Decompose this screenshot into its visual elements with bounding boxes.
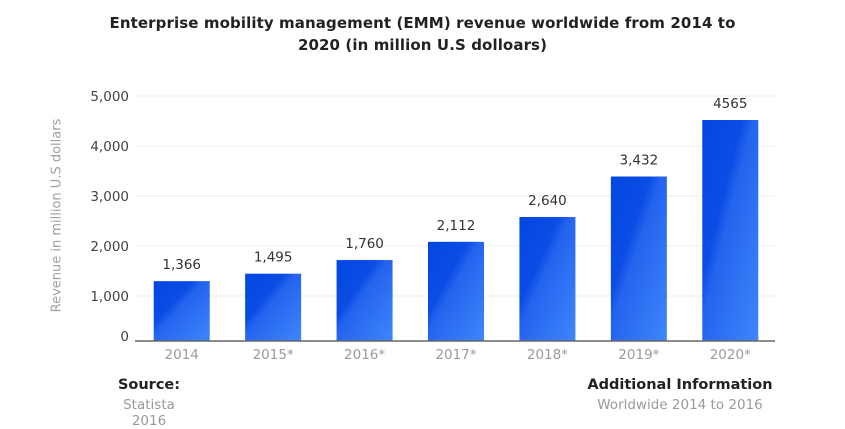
y-tick-label: 3,000 xyxy=(90,189,129,205)
bar-2015 xyxy=(245,273,302,341)
bar-2019 xyxy=(610,176,667,341)
chart-title: Enterprise mobility management (EMM) rev… xyxy=(0,12,845,56)
y-axis-ticks: 0 1,000 2,000 3,000 4,000 5,000 xyxy=(90,89,129,345)
bar-2020 xyxy=(702,120,759,341)
x-axis-ticks: 2014 2015* 2016* 2017* 2018* 2019* 2020* xyxy=(165,347,752,363)
value-labels: 1,366 1,495 1,760 2,112 2,640 3,432 4565 xyxy=(162,96,747,273)
y-tick-label: 4,000 xyxy=(90,139,129,155)
value-label: 2,112 xyxy=(437,218,476,234)
additional-info-block: Additional Information Worldwide 2014 to… xyxy=(576,377,784,413)
chart-title-line-2: 2020 (in million U.S dolloars) xyxy=(297,36,548,54)
value-label: 1,366 xyxy=(162,257,201,273)
y-tick-label: 0 xyxy=(120,329,129,345)
bar-2017 xyxy=(428,241,484,341)
additional-info-value: Worldwide 2014 to 2016 xyxy=(597,397,763,413)
source-block: Source: Statista 2016 xyxy=(105,377,193,429)
y-tick-label: 2,000 xyxy=(90,239,129,255)
bar-2016 xyxy=(336,260,393,341)
bars xyxy=(153,120,759,341)
value-label: 2,640 xyxy=(528,193,567,209)
value-label: 4565 xyxy=(713,96,747,112)
y-tick-label: 5,000 xyxy=(90,89,129,105)
x-tick-label: 2019* xyxy=(618,347,659,363)
additional-info-heading: Additional Information xyxy=(587,377,773,393)
bar-2014 xyxy=(153,281,210,341)
source-heading: Source: xyxy=(117,377,181,393)
x-tick-label: 2020* xyxy=(710,347,751,363)
source-value[interactable]: Statista 2016 xyxy=(123,397,175,429)
bar-2018 xyxy=(519,217,576,341)
x-tick-label: 2014 xyxy=(165,347,199,363)
y-tick-label: 1,000 xyxy=(90,289,129,305)
value-label: 1,760 xyxy=(345,236,384,252)
x-tick-label: 2015* xyxy=(253,347,294,363)
value-label: 1,495 xyxy=(254,250,293,266)
x-tick-label: 2018* xyxy=(527,347,568,363)
chart-title-line-1: Enterprise mobility management (EMM) rev… xyxy=(109,14,736,32)
x-tick-label: 2016* xyxy=(344,347,385,363)
value-label: 3,432 xyxy=(620,153,659,169)
x-tick-label: 2017* xyxy=(435,347,476,363)
